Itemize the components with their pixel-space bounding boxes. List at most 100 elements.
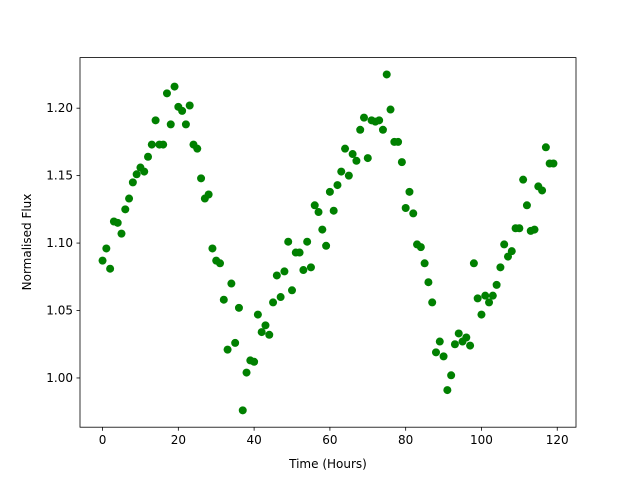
point bbox=[261, 321, 270, 330]
point bbox=[519, 175, 528, 184]
point bbox=[185, 101, 194, 110]
point bbox=[344, 171, 353, 180]
point bbox=[386, 105, 395, 114]
y-tick-label: 1.20 bbox=[46, 101, 73, 115]
point bbox=[299, 266, 308, 275]
point bbox=[238, 406, 247, 415]
point bbox=[193, 144, 202, 153]
point bbox=[284, 237, 293, 246]
point bbox=[216, 259, 225, 268]
point bbox=[447, 371, 456, 380]
point bbox=[117, 229, 126, 238]
point bbox=[132, 170, 141, 179]
point bbox=[337, 167, 346, 176]
point bbox=[272, 271, 281, 280]
y-tick-label: 1.00 bbox=[46, 371, 73, 385]
point bbox=[473, 294, 482, 303]
y-tick-label: 1.05 bbox=[46, 304, 73, 318]
x-axis-label: Time (Hours) bbox=[288, 457, 367, 471]
point bbox=[208, 244, 217, 253]
point bbox=[234, 303, 243, 312]
point bbox=[329, 206, 338, 215]
point bbox=[128, 178, 137, 187]
point bbox=[352, 156, 361, 165]
point bbox=[197, 174, 206, 183]
point bbox=[121, 205, 130, 214]
point bbox=[549, 159, 558, 168]
point bbox=[250, 357, 259, 366]
point bbox=[102, 244, 111, 253]
point bbox=[113, 218, 122, 227]
point bbox=[318, 225, 327, 234]
point bbox=[401, 204, 410, 213]
point bbox=[348, 150, 357, 159]
point bbox=[325, 187, 334, 196]
point bbox=[538, 186, 547, 195]
point bbox=[227, 279, 236, 288]
point bbox=[492, 280, 501, 289]
point bbox=[424, 278, 433, 287]
x-tick-label: 120 bbox=[546, 433, 569, 447]
point bbox=[269, 298, 278, 307]
point bbox=[397, 158, 406, 167]
x-tick-label: 60 bbox=[322, 433, 337, 447]
point bbox=[507, 247, 516, 256]
point bbox=[530, 225, 539, 234]
point bbox=[454, 329, 463, 338]
point bbox=[144, 152, 153, 161]
point bbox=[469, 259, 478, 268]
point bbox=[125, 194, 134, 203]
point bbox=[223, 345, 232, 354]
point bbox=[253, 310, 262, 319]
x-tick-label: 80 bbox=[398, 433, 413, 447]
point bbox=[276, 293, 285, 302]
point bbox=[265, 330, 274, 339]
y-tick-label: 1.15 bbox=[46, 169, 73, 183]
point bbox=[178, 106, 187, 115]
point bbox=[485, 298, 494, 307]
point bbox=[151, 116, 160, 125]
point bbox=[333, 181, 342, 190]
point bbox=[140, 167, 149, 176]
point bbox=[496, 263, 505, 272]
point bbox=[416, 243, 425, 252]
point bbox=[162, 89, 171, 98]
point bbox=[147, 140, 156, 149]
point bbox=[450, 340, 459, 349]
y-tick-label: 1.10 bbox=[46, 236, 73, 250]
point bbox=[382, 70, 391, 79]
point bbox=[420, 259, 429, 268]
point bbox=[477, 310, 486, 319]
point bbox=[466, 341, 475, 350]
point bbox=[322, 241, 331, 250]
y-axis-label: Normalised Flux bbox=[20, 194, 34, 291]
point bbox=[219, 295, 228, 304]
point bbox=[98, 256, 107, 265]
point bbox=[500, 240, 509, 249]
point bbox=[462, 333, 471, 342]
x-tick-label: 40 bbox=[246, 433, 261, 447]
point bbox=[515, 224, 524, 233]
point bbox=[106, 264, 115, 273]
point bbox=[170, 82, 179, 91]
point bbox=[443, 386, 452, 395]
point bbox=[204, 190, 213, 199]
point bbox=[341, 144, 350, 153]
x-tick-label: 100 bbox=[470, 433, 493, 447]
point bbox=[231, 338, 240, 347]
point bbox=[306, 263, 315, 272]
point bbox=[378, 125, 387, 134]
point bbox=[405, 187, 414, 196]
point bbox=[166, 120, 175, 129]
point bbox=[159, 140, 168, 149]
point bbox=[295, 248, 304, 257]
point bbox=[431, 348, 440, 357]
point bbox=[428, 298, 437, 307]
point bbox=[356, 125, 365, 134]
point bbox=[439, 352, 448, 361]
point bbox=[280, 267, 289, 276]
point bbox=[314, 208, 323, 217]
point bbox=[310, 201, 319, 210]
point bbox=[481, 291, 490, 300]
